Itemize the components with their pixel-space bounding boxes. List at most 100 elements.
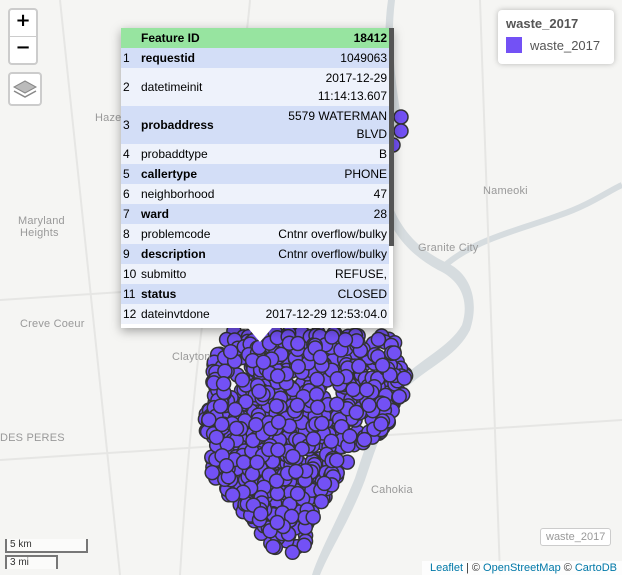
row-value: PHONE: [262, 164, 389, 184]
point: [201, 411, 217, 428]
row-number: 11: [121, 284, 139, 304]
point: [296, 537, 312, 554]
point: [222, 343, 239, 360]
legend-label: waste_2017: [530, 37, 601, 53]
row-value: 47: [262, 184, 389, 204]
point: [228, 420, 245, 437]
point: [268, 473, 285, 489]
place-label: Clayton: [172, 351, 211, 363]
point: [251, 383, 267, 400]
point: [255, 354, 272, 370]
point: [370, 331, 387, 348]
popup-row: 6 neighborhood 47: [121, 184, 389, 204]
point: [214, 416, 230, 433]
scale-mi: 3 mi: [5, 555, 58, 569]
header-spacer: [121, 28, 139, 48]
point: [348, 404, 365, 421]
point: [308, 386, 325, 403]
zoom-out[interactable]: −: [10, 36, 36, 63]
place-label: Creve Coeur: [20, 318, 85, 330]
point: [284, 544, 301, 561]
legend-title: waste_2017: [506, 16, 579, 31]
row-key: callertype: [139, 164, 262, 184]
attribution-link[interactable]: Leaflet: [429, 562, 464, 574]
point: [328, 452, 345, 468]
point: [305, 431, 322, 447]
row-value: 28: [262, 204, 389, 224]
point: [323, 433, 340, 449]
point: [374, 357, 391, 374]
zoom-control: + −: [8, 8, 38, 65]
legend-entry: waste_2017: [506, 37, 606, 53]
row-number: 5: [121, 164, 139, 184]
popup-row: 8 problemcode Cntnr overflow/bulky: [121, 224, 389, 244]
row-number: 7: [121, 204, 139, 224]
layers-control[interactable]: [8, 72, 42, 106]
row-key: datetimeinit: [139, 68, 262, 106]
attribution-text: ©: [563, 562, 572, 574]
row-number: 6: [121, 184, 139, 204]
point: [329, 396, 345, 412]
point: [253, 505, 269, 522]
row-key: requestid: [139, 48, 262, 68]
row-value: Cntnr overflow/bulky: [262, 244, 389, 264]
attribution-link[interactable]: CartoDB: [574, 562, 617, 574]
point: [358, 382, 375, 398]
point: [235, 454, 252, 471]
point: [289, 397, 306, 413]
attribution-text: | ©: [466, 562, 481, 574]
header-value: 18412: [262, 28, 389, 48]
row-key: probaddress: [139, 106, 262, 144]
point: [218, 457, 235, 474]
scrollbar[interactable]: [389, 28, 394, 246]
row-value: CLOSED: [262, 284, 389, 304]
header-key: Feature ID: [139, 28, 262, 48]
point: [313, 493, 330, 510]
place-label: Heights: [20, 227, 59, 239]
point: [309, 371, 325, 388]
row-key: neighborhood: [139, 184, 262, 204]
row-value: Cntnr overflow/bulky: [262, 224, 389, 244]
point: [208, 429, 225, 445]
row-key: ward: [139, 204, 262, 224]
point: [270, 442, 286, 458]
place-label: DES PERES: [0, 432, 65, 444]
layer-badge: waste_2017: [540, 528, 612, 546]
row-value: 1049063: [262, 48, 389, 68]
river-branch: [437, 182, 622, 273]
row-key: dateinvtdone: [139, 304, 262, 324]
point: [376, 396, 392, 412]
point: [285, 448, 301, 465]
popup-row: 2 datetimeinit 2017-12-29 11:14:13.607: [121, 68, 389, 106]
place-label: Granite City: [418, 242, 479, 254]
legend-swatch: [506, 37, 522, 53]
row-number: 8: [121, 224, 139, 244]
popup-row: 3 probaddress 5579 WATERMAN BLVD: [121, 106, 389, 144]
place-label: Cahokia: [371, 484, 413, 496]
attribution: Leaflet | © OpenStreetMap © CartoDB: [421, 561, 622, 575]
point: [224, 487, 241, 503]
row-value: 2017-12-29 12:53:04.0: [262, 304, 389, 324]
popup-row: 9 description Cntnr overflow/bulky: [121, 244, 389, 264]
point: [289, 485, 306, 502]
zoom-in[interactable]: +: [15, 10, 31, 31]
legend: waste_2017 waste_2017: [498, 10, 614, 64]
point: [248, 416, 264, 433]
points: [197, 109, 414, 561]
attribution-link[interactable]: OpenStreetMap: [483, 562, 561, 574]
popup-table: Feature ID 18412 1 requestid 1049063 2 datetim…: [121, 28, 389, 324]
popup-header: Feature ID 18412: [121, 28, 389, 48]
row-key: status: [139, 284, 262, 304]
point: [268, 398, 285, 414]
point: [393, 109, 409, 125]
popup-row: 11 status CLOSED: [121, 284, 389, 304]
point: [270, 414, 287, 430]
point: [269, 514, 285, 531]
point: [215, 375, 232, 392]
point: [356, 431, 373, 448]
popup-row: 10 submitto REFUSE,: [121, 264, 389, 284]
point: [234, 372, 251, 388]
point: [283, 508, 300, 525]
